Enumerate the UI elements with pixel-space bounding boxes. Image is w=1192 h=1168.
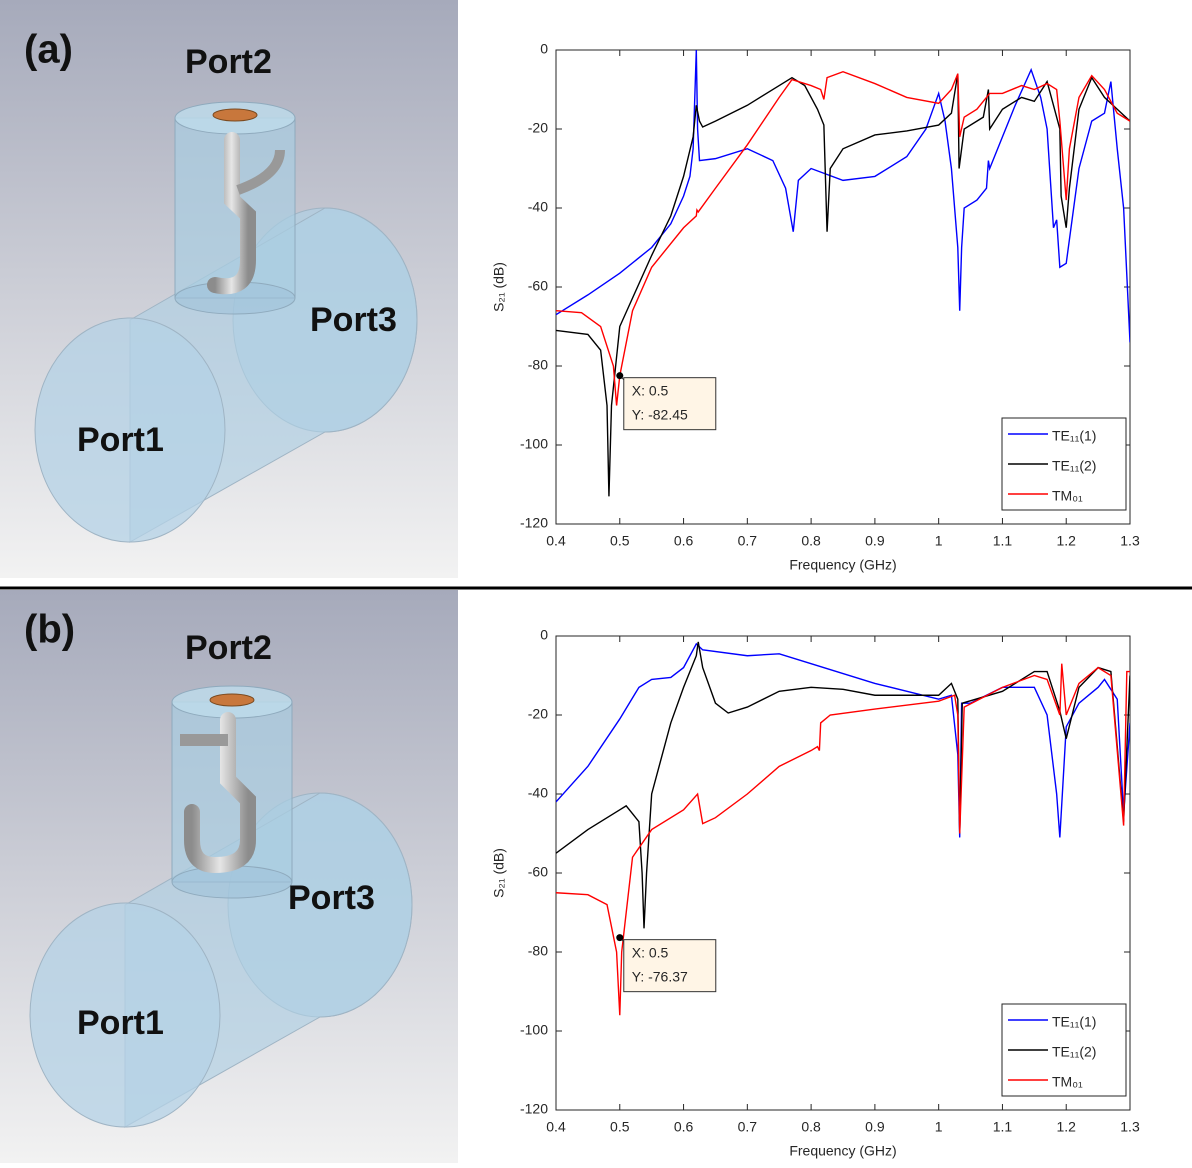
port-label: Port3 — [288, 879, 375, 917]
x-tick-label: 0.6 — [674, 533, 694, 549]
series-line — [556, 70, 1130, 406]
y-tick-label: -20 — [528, 120, 548, 136]
y-tick-label: -80 — [528, 357, 548, 373]
x-tick-label: 0.5 — [610, 533, 630, 549]
legend-label: TM₀₁ — [1052, 1074, 1083, 1090]
y-tick-label: 0 — [540, 627, 548, 643]
y-tick-label: -120 — [520, 1101, 548, 1117]
x-tick-label: 0.8 — [801, 533, 821, 549]
x-tick-label: 0.4 — [546, 533, 566, 549]
panel-label: (b) — [24, 608, 75, 652]
x-tick-label: 0.4 — [546, 1119, 566, 1135]
port-label: Port2 — [185, 43, 272, 81]
port-label: Port3 — [310, 301, 397, 339]
x-tick-label: 1.1 — [993, 1119, 1013, 1135]
connector — [212, 108, 258, 122]
port1-face — [34, 317, 226, 543]
datatip-box — [623, 939, 717, 993]
x-tick-label: 1.1 — [993, 533, 1013, 549]
series-line — [556, 73, 1130, 497]
y-tick-label: 0 — [540, 41, 548, 57]
plot-lines — [556, 641, 1130, 1016]
probe — [184, 712, 256, 874]
x-tick-label: 1 — [935, 1119, 943, 1135]
x-tick-label: 0.9 — [865, 1119, 885, 1135]
x-tick-label: 0.5 — [610, 1119, 630, 1135]
legend-label: TE₁₁(2) — [1052, 458, 1096, 474]
x-tick-label: 0.9 — [865, 533, 885, 549]
datatip-point — [616, 372, 624, 380]
datatip-box — [623, 377, 717, 431]
y-tick-label: -60 — [528, 278, 548, 294]
y-tick-label: -80 — [528, 943, 548, 959]
legend-label: TE₁₁(1) — [1052, 428, 1096, 444]
datatip-label: Y: -82.45 — [632, 406, 688, 422]
x-tick-label: 0.7 — [738, 1119, 758, 1135]
x-axis-label: Frequency (GHz) — [789, 557, 896, 573]
y-tick-label: -40 — [528, 785, 548, 801]
x-axis-label: Frequency (GHz) — [789, 1143, 896, 1159]
port-label: Port2 — [185, 629, 272, 667]
datatip-label: X: 0.5 — [632, 382, 669, 398]
series-line — [556, 663, 1130, 1016]
x-tick-label: 1.3 — [1120, 533, 1140, 549]
illustration — [0, 0, 458, 578]
panel-label: (a) — [24, 28, 73, 72]
datatip-point — [616, 934, 624, 942]
x-tick-label: 1.2 — [1056, 1119, 1076, 1135]
illustration — [0, 590, 458, 1163]
plot-lines — [556, 50, 1130, 497]
connector — [209, 693, 255, 707]
port1-face — [29, 902, 221, 1128]
y-tick-label: -100 — [520, 1022, 548, 1038]
port-label: Port1 — [77, 421, 164, 459]
series-line — [556, 641, 1130, 929]
y-tick-label: -40 — [528, 199, 548, 215]
y-tick-label: -120 — [520, 515, 548, 531]
y-tick-label: -100 — [520, 436, 548, 452]
x-tick-label: 0.6 — [674, 1119, 694, 1135]
datatip-label: Y: -76.37 — [632, 968, 688, 984]
series-line — [556, 50, 1130, 343]
y-axis-label: S₂₁ (dB) — [491, 848, 507, 898]
probe — [207, 132, 256, 295]
x-tick-label: 1.3 — [1120, 1119, 1140, 1135]
legend-label: TE₁₁(2) — [1052, 1044, 1096, 1060]
legend-label: TE₁₁(1) — [1052, 1014, 1096, 1030]
y-axis-label: S₂₁ (dB) — [491, 262, 507, 312]
x-tick-label: 0.8 — [801, 1119, 821, 1135]
x-tick-label: 1 — [935, 533, 943, 549]
y-tick-label: -60 — [528, 864, 548, 880]
datatip-label: X: 0.5 — [632, 944, 669, 960]
legend-label: TM₀₁ — [1052, 488, 1083, 504]
x-tick-label: 0.7 — [738, 533, 758, 549]
y-tick-label: -20 — [528, 706, 548, 722]
loop — [236, 149, 285, 195]
port-label: Port1 — [77, 1004, 164, 1042]
x-tick-label: 1.2 — [1056, 533, 1076, 549]
